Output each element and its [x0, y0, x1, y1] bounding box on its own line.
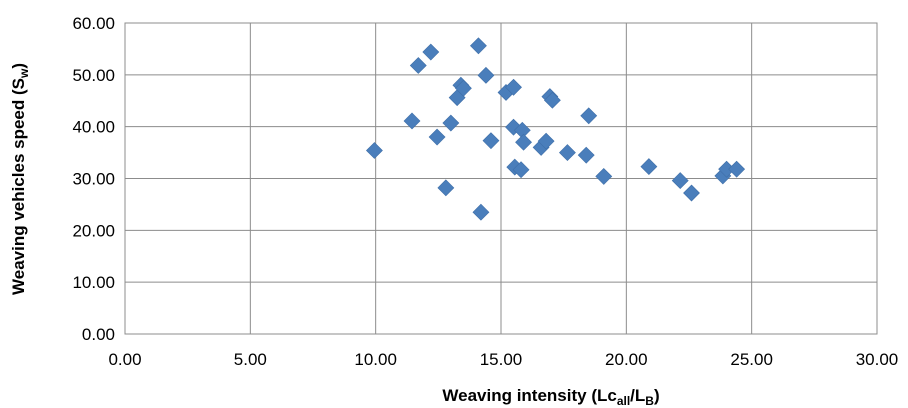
data-point: [482, 132, 500, 150]
x-tick-label: 25.00: [730, 350, 773, 369]
data-point: [580, 107, 598, 125]
y-tick-label: 10.00: [72, 273, 115, 292]
x-tick-label: 20.00: [605, 350, 648, 369]
data-point: [577, 146, 595, 164]
x-tick-label: 15.00: [480, 350, 523, 369]
x-tick-labels: 0.00 5.00 10.00 15.00 20.00 25.00 30.00: [108, 350, 898, 369]
data-point: [428, 128, 446, 146]
data-point: [477, 66, 495, 84]
x-axis-title: Weaving intensity (Lcall/LB): [442, 386, 659, 408]
data-point: [512, 161, 530, 179]
y-tick-label: 60.00: [72, 14, 115, 33]
data-point: [365, 142, 383, 159]
y-tick-label: 40.00: [72, 118, 115, 137]
data-point: [671, 172, 689, 189]
data-point: [505, 78, 522, 96]
gridlines: [124, 22, 878, 335]
y-tick-label: 30.00: [72, 170, 115, 189]
data-point: [683, 184, 700, 202]
plot-area: [124, 22, 878, 335]
y-tick-label: 50.00: [72, 66, 115, 85]
y-tick-label: 0.00: [82, 325, 115, 344]
data-point: [409, 57, 427, 74]
data-point: [403, 112, 421, 130]
x-tick-label: 0.00: [108, 350, 141, 369]
y-axis-title: Weaving vehicles speed (Sw): [9, 63, 31, 295]
data-point: [472, 203, 490, 221]
data-point: [422, 43, 440, 61]
data-point: [595, 168, 613, 185]
data-point: [442, 114, 460, 132]
y-tick-label: 20.00: [72, 221, 115, 240]
data-point: [640, 158, 658, 176]
data-point: [559, 144, 576, 162]
data-point: [470, 37, 487, 55]
data-point: [728, 160, 746, 178]
x-tick-label: 10.00: [354, 350, 397, 369]
data-point: [543, 91, 561, 109]
data-points: [365, 37, 746, 221]
data-point: [454, 79, 472, 97]
data-point: [537, 132, 555, 150]
data-point: [437, 179, 455, 197]
y-tick-labels: 0.00 10.00 20.00 30.00 40.00 50.00 60.00: [72, 14, 115, 344]
x-tick-label: 5.00: [234, 350, 267, 369]
data-point: [515, 133, 532, 151]
x-tick-label: 30.00: [856, 350, 899, 369]
